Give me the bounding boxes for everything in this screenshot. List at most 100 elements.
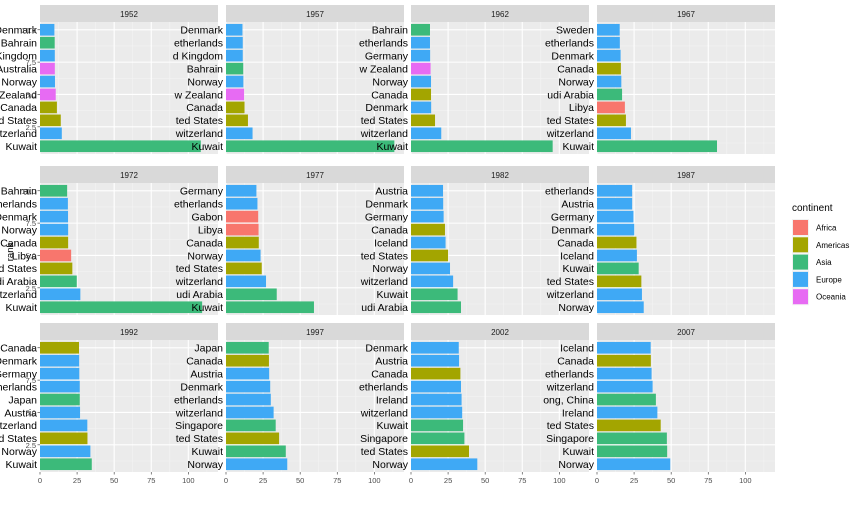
bar-asia [411,288,458,301]
y-tick-label: 5.0 [26,251,36,260]
bar-americas [597,236,637,249]
bar-oceania [226,88,245,101]
bar-country-label: Singapore [546,433,594,445]
legend-title: continent [792,203,833,214]
bar-country-label: Japan [8,394,37,406]
bar-country-label: Canada [371,89,408,101]
facet-strip [226,5,404,22]
bar-europe [597,249,637,262]
bar-americas [411,445,469,458]
bar-europe [597,458,671,471]
bar-europe [411,393,462,406]
bar-europe [411,127,442,140]
legend-swatch-asia [793,254,808,270]
bar-europe [597,75,622,88]
bar-europe [411,380,461,393]
bar-asia [40,458,92,471]
facet-strip [40,166,218,183]
x-tick-label: 75 [704,476,712,485]
bar-europe [226,393,271,406]
bar-asia [40,301,203,314]
bar-europe [40,445,91,458]
bar-country-label: Gabon [191,211,223,223]
bar-country-label: witzerland [0,289,37,301]
bar-country-label: ted States [0,263,37,275]
bar-europe [411,184,444,197]
bar-country-label: etherlands [545,186,594,198]
bar-country-label: Singapore [360,433,408,445]
bar-country-label: Norway [1,224,37,236]
x-tick-label: 0 [224,476,228,485]
bar-europe [226,23,243,36]
bar-country-label: Kuwait [376,420,408,432]
bar-country-label: Denmark [365,343,408,355]
bar-americas [411,367,461,380]
bar-country-label: Canada [371,224,408,236]
bar-americas [597,62,621,75]
bar-europe [411,236,446,249]
y-tick-label: 7.5 [26,58,36,67]
legend-swatch-africa [793,220,808,235]
y-tick-label: 2.5 [26,284,36,293]
facet-strip-label: 2007 [677,328,695,337]
bar-asia [597,262,639,275]
bar-country-label: ted States [0,115,37,127]
facet-strip-label: 1967 [677,10,695,19]
bar-country-label: witzerland [0,420,37,432]
bar-country-label: Norway [1,76,37,88]
bar-asia [597,140,718,153]
bar-europe [40,23,55,36]
bar-europe [597,380,653,393]
bar-country-label: Norway [558,76,594,88]
legend-swatch-europe [793,271,808,287]
bar-asia [597,432,667,445]
bar-country-label: Canada [0,237,37,249]
y-tick-label: 5.0 [26,408,36,417]
bar-country-label: Austria [190,368,223,380]
bar-asia [40,36,55,49]
bar-asia [597,393,656,406]
bar-europe [40,210,69,223]
bar-europe [40,288,81,301]
bar-country-label: w Zealand [0,89,37,101]
bar-country-label: Canada [186,102,223,114]
bar-americas [411,223,445,236]
bar-europe [40,354,80,367]
x-tick-label: 25 [444,476,452,485]
bar-africa [40,249,72,262]
bar-americas [597,354,651,367]
bar-europe [411,406,463,419]
bar-asia [40,140,201,153]
bar-country-label: ted States [176,433,223,445]
bar-country-label: ted States [547,276,594,288]
facet-strip [597,323,775,340]
bar-europe [40,406,81,419]
bar-country-label: Norway [372,263,408,275]
y-tick-label: 5.0 [26,90,36,99]
bar-country-label: Kuwait [376,141,408,153]
bar-country-label: etherlands [174,199,223,211]
bar-europe [40,380,80,393]
bar-country-label: witzerland [0,128,37,140]
bar-europe [411,36,430,49]
bar-asia [411,23,430,36]
bar-europe [597,197,633,210]
legend-swatch-americas [793,237,808,253]
bar-americas [40,101,57,114]
bar-americas [597,275,642,288]
bar-country-label: Kuwait [5,459,37,471]
bar-country-label: Bahrain [1,38,37,50]
bar-country-label: ted States [361,115,408,127]
bar-europe [226,197,258,210]
bar-europe [226,367,270,380]
facet-strip-label: 1962 [491,10,509,19]
bar-country-label: Canada [557,63,594,75]
bar-country-label: Denmark [551,50,594,62]
x-tick-label: 100 [739,476,752,485]
bar-europe [226,275,267,288]
bar-country-label: Denmark [365,102,408,114]
y-tick-label: 2.5 [26,441,36,450]
bar-americas [411,249,449,262]
bar-country-label: Iceland [560,250,594,262]
